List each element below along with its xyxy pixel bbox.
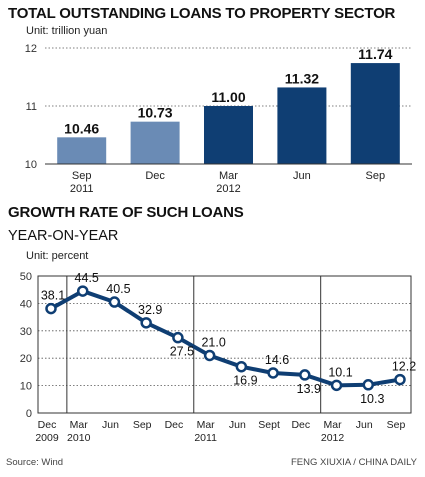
bar-value-label: 11.00 [211, 89, 245, 105]
chart-title-loans: TOTAL OUTSTANDING LOANS TO PROPERTY SECT… [8, 5, 396, 22]
line-x-tick-label: Mar [323, 419, 342, 431]
chart-title-growth: GROWTH RATE OF SUCH LOANS [8, 204, 244, 221]
bar-y-tick-label: 10 [25, 159, 37, 171]
unit-label-loans: Unit: trillion yuan [26, 25, 108, 37]
line-y-tick-label: 40 [20, 298, 32, 310]
line-x-tick-label: Jun [356, 419, 373, 431]
point-value-label: 10.1 [328, 365, 352, 379]
point-value-label: 14.6 [265, 353, 289, 367]
line-x-tick-label: 2010 [67, 432, 91, 444]
bar-x-tick-label: Dec [145, 170, 165, 182]
chart-subtitle-growth: YEAR-ON-YEAR [8, 228, 119, 244]
source-note: Source: Wind [6, 457, 64, 468]
line-x-tick-label: Dec [38, 419, 57, 431]
point-value-label: 32.9 [138, 303, 162, 317]
line-y-tick-label: 0 [26, 408, 32, 420]
line-y-tick-label: 10 [20, 381, 32, 393]
point-value-label: 21.0 [201, 335, 225, 349]
line-chart: 0 10 20 30 40 50 38.1 44.5 40.5 32.9 27.5 21.0 16.9 1… [20, 271, 416, 444]
line-x-tick-label: Sep [133, 419, 152, 431]
bar [277, 87, 327, 164]
bar-value-label: 11.32 [285, 70, 319, 86]
point-value-label: 40.5 [106, 282, 130, 296]
data-point [235, 360, 248, 373]
data-point [172, 331, 184, 344]
point-value-label: 13.9 [297, 382, 321, 396]
line-x-tick-label: 2012 [321, 432, 345, 444]
bar-chart: 10111210.46Sep201110.73Dec11.00Mar201211… [25, 43, 412, 195]
line-x-tick-label: Sept [258, 419, 280, 431]
data-point [394, 373, 406, 386]
line-x-tick-label: Dec [291, 419, 310, 431]
line-y-tick-label: 30 [20, 326, 32, 338]
bar-y-tick-label: 11 [26, 101, 37, 113]
point-value-label: 44.5 [75, 271, 99, 285]
line-x-tick-label: Mar [197, 419, 216, 431]
data-point [330, 379, 343, 392]
point-value-label: 38.1 [41, 289, 65, 303]
line-x-tick-label: 2009 [35, 432, 59, 444]
bar [130, 121, 180, 164]
credit-note: FENG XIUXIA / CHINA DAILY [291, 457, 417, 468]
line-x-tick-label: 2011 [194, 432, 217, 444]
bar-value-label: 10.73 [138, 105, 173, 121]
bar-x-tick-label: Mar [219, 170, 238, 182]
point-value-label: 27.5 [170, 345, 194, 359]
line-plot-frame [37, 275, 412, 414]
data-point [267, 367, 279, 379]
bar-x-tick-label: Sep [72, 170, 92, 182]
data-point [108, 296, 121, 308]
bar-value-label: 10.46 [64, 120, 99, 136]
data-point [362, 379, 375, 391]
bar-value-label: 11.74 [358, 46, 392, 62]
data-point [76, 285, 89, 297]
bar [350, 63, 400, 164]
point-value-label: 10.3 [360, 392, 384, 406]
data-point [203, 349, 216, 362]
bar-x-tick-label: Sep [366, 170, 386, 182]
line-x-tick-label: Jun [102, 419, 119, 431]
data-point [140, 317, 152, 329]
data-point [45, 302, 57, 315]
bar-x-tick-label: 2012 [216, 183, 240, 195]
point-value-label: 12.2 [392, 360, 416, 374]
line-x-tick-label: Jun [229, 419, 246, 431]
bar-x-tick-label: 2011 [70, 183, 94, 195]
bar-x-tick-label: Jun [293, 170, 311, 182]
bar-y-tick-label: 12 [25, 43, 37, 55]
line-y-tick-label: 50 [20, 271, 32, 283]
line-x-tick-label: Dec [165, 419, 184, 431]
bar [204, 106, 253, 164]
data-point [299, 369, 311, 381]
line-y-tick-label: 20 [20, 353, 32, 365]
line-x-tick-label: Mar [70, 419, 89, 431]
point-value-label: 16.9 [233, 374, 257, 388]
unit-label-growth: Unit: percent [26, 250, 89, 262]
line-x-tick-label: Sep [387, 419, 406, 431]
bar [57, 137, 107, 164]
